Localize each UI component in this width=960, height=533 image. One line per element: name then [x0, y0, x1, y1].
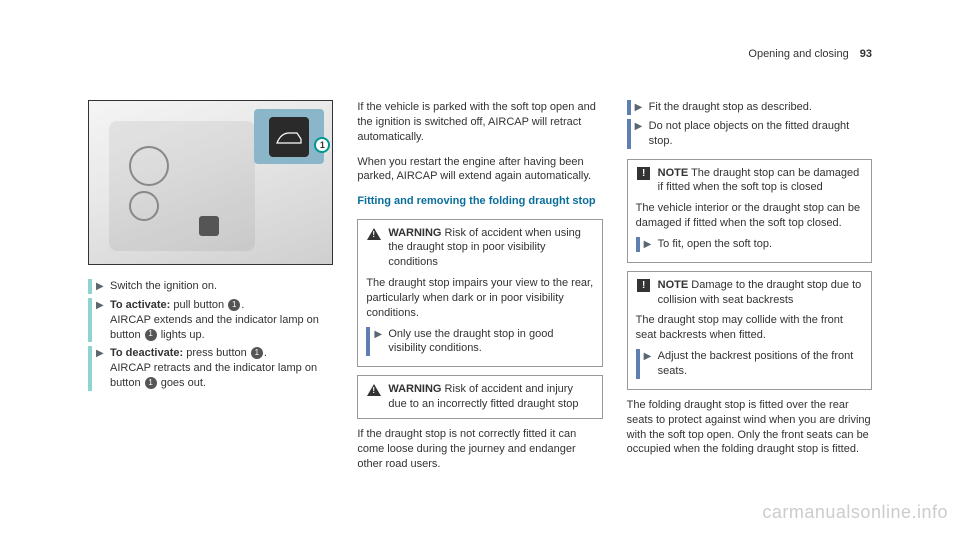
step-bar: [627, 100, 631, 115]
note-square-icon: !: [636, 279, 652, 293]
step-bold: To activate:: [110, 299, 170, 311]
warning-triangle-icon: [366, 383, 382, 397]
step-text: Fit the draught stop as described.: [649, 100, 872, 115]
cupholder-outline-2: [129, 191, 159, 221]
note-square-icon: !: [636, 167, 652, 181]
step-bar: [636, 349, 640, 379]
cupholder-outline: [129, 146, 169, 186]
callout-ref-icon: 1: [251, 347, 263, 359]
step-ignition: ▶ Switch the ignition on.: [88, 279, 333, 294]
step-text: Do not place objects on the fitted draug…: [649, 119, 872, 149]
warning-text: WARNING Risk of accident and injury due …: [388, 382, 593, 412]
step-text: Switch the ignition on.: [110, 279, 333, 294]
page-number: 93: [860, 48, 872, 60]
watermark: carmanualsonline.info: [762, 502, 948, 523]
content-columns: 1 ▶ Switch the ignition on. ▶ To activat…: [88, 100, 872, 481]
note-head: ! NOTE Damage to the draught stop due to…: [628, 272, 871, 314]
callout-ref-icon: 1: [228, 299, 240, 311]
page-header: Opening and closing 93: [748, 48, 872, 60]
step-arrow-icon: ▶: [644, 350, 656, 364]
console-button-graphic: [199, 216, 219, 236]
step-text: Only use the draught stop in good visibi…: [388, 327, 593, 357]
warning-head: WARNING Risk of accident when using the …: [358, 220, 601, 277]
step-arrow-icon: ▶: [635, 120, 647, 134]
step-bar: [88, 279, 92, 294]
step-deactivate: ▶ To deactivate: press button 1. AIRCAP …: [88, 346, 333, 391]
step-bar: [627, 119, 631, 149]
note-text: NOTE The draught stop can be damaged if …: [658, 166, 863, 196]
warning-box-2: WARNING Risk of accident and injury due …: [357, 375, 602, 419]
figure-inset: [254, 109, 324, 164]
col3-p: The folding draught stop is fitted over …: [627, 398, 872, 457]
step-text: To deactivate: press button 1. AIRCAP re…: [110, 346, 333, 391]
step-no-objects: ▶ Do not place objects on the fitted dra…: [627, 119, 872, 149]
warning-box-1: WARNING Risk of accident when using the …: [357, 219, 602, 368]
col3-steps: ▶ Fit the draught stop as described. ▶ D…: [627, 100, 872, 149]
note-step: ▶ Adjust the backrest positions of the f…: [636, 349, 863, 379]
warning-text: WARNING Risk of accident when using the …: [388, 226, 593, 271]
step-fit: ▶ Fit the draught stop as described.: [627, 100, 872, 115]
warning-step: ▶ Only use the draught stop in good visi…: [366, 327, 593, 357]
warning-head: WARNING Risk of accident and injury due …: [358, 376, 601, 418]
note-body: The vehicle interior or the draught stop…: [628, 201, 871, 237]
note-steps: ▶ To fit, open the soft top.: [628, 237, 871, 262]
col2-p2: When you restart the engine after having…: [357, 155, 602, 185]
col2-p3: If the draught stop is not correctly fit…: [357, 427, 602, 472]
step-arrow-icon: ▶: [96, 347, 108, 361]
step-bar: [88, 346, 92, 391]
step-bar: [88, 298, 92, 343]
note-steps: ▶ Adjust the backrest positions of the f…: [628, 349, 871, 389]
col2-p1: If the vehicle is parked with the soft t…: [357, 100, 602, 145]
step-activate: ▶ To activate: pull button 1. AIRCAP ext…: [88, 298, 333, 343]
header-section: Opening and closing: [748, 48, 848, 60]
note-text: NOTE Damage to the draught stop due to c…: [658, 278, 863, 308]
note-step: ▶ To fit, open the soft top.: [636, 237, 863, 252]
step-bar: [366, 327, 370, 357]
column-3: ▶ Fit the draught stop as described. ▶ D…: [627, 100, 872, 481]
step-arrow-icon: ▶: [96, 299, 108, 313]
step-bold: To deactivate:: [110, 347, 183, 359]
column-2: If the vehicle is parked with the soft t…: [357, 100, 602, 481]
note-head: ! NOTE The draught stop can be damaged i…: [628, 160, 871, 202]
callout-ref-icon: 1: [145, 329, 157, 341]
aircap-figure: 1: [88, 100, 333, 265]
callout-ref-icon: 1: [145, 377, 157, 389]
step-text: To activate: pull button 1. AIRCAP exten…: [110, 298, 333, 343]
step-text: To fit, open the soft top.: [658, 237, 863, 252]
warning-triangle-icon: [366, 227, 382, 241]
col1-steps: ▶ Switch the ignition on. ▶ To activate:…: [88, 279, 333, 391]
note-body: The draught stop may collide with the fr…: [628, 313, 871, 349]
note-box-2: ! NOTE Damage to the draught stop due to…: [627, 271, 872, 390]
warning-steps: ▶ Only use the draught stop in good visi…: [358, 327, 601, 367]
aircap-button-icon: [269, 117, 309, 157]
warning-body: The draught stop impairs your view to th…: [358, 276, 601, 327]
console-graphic: [109, 121, 255, 251]
step-text: Adjust the backrest positions of the fro…: [658, 349, 863, 379]
step-arrow-icon: ▶: [644, 238, 656, 252]
step-arrow-icon: ▶: [374, 328, 386, 342]
figure-callout-1: 1: [314, 137, 330, 153]
step-arrow-icon: ▶: [96, 280, 108, 294]
note-box-1: ! NOTE The draught stop can be damaged i…: [627, 159, 872, 263]
section-heading: Fitting and removing the folding draught…: [357, 194, 602, 208]
column-1: 1 ▶ Switch the ignition on. ▶ To activat…: [88, 100, 333, 481]
step-bar: [636, 237, 640, 252]
step-arrow-icon: ▶: [635, 101, 647, 115]
